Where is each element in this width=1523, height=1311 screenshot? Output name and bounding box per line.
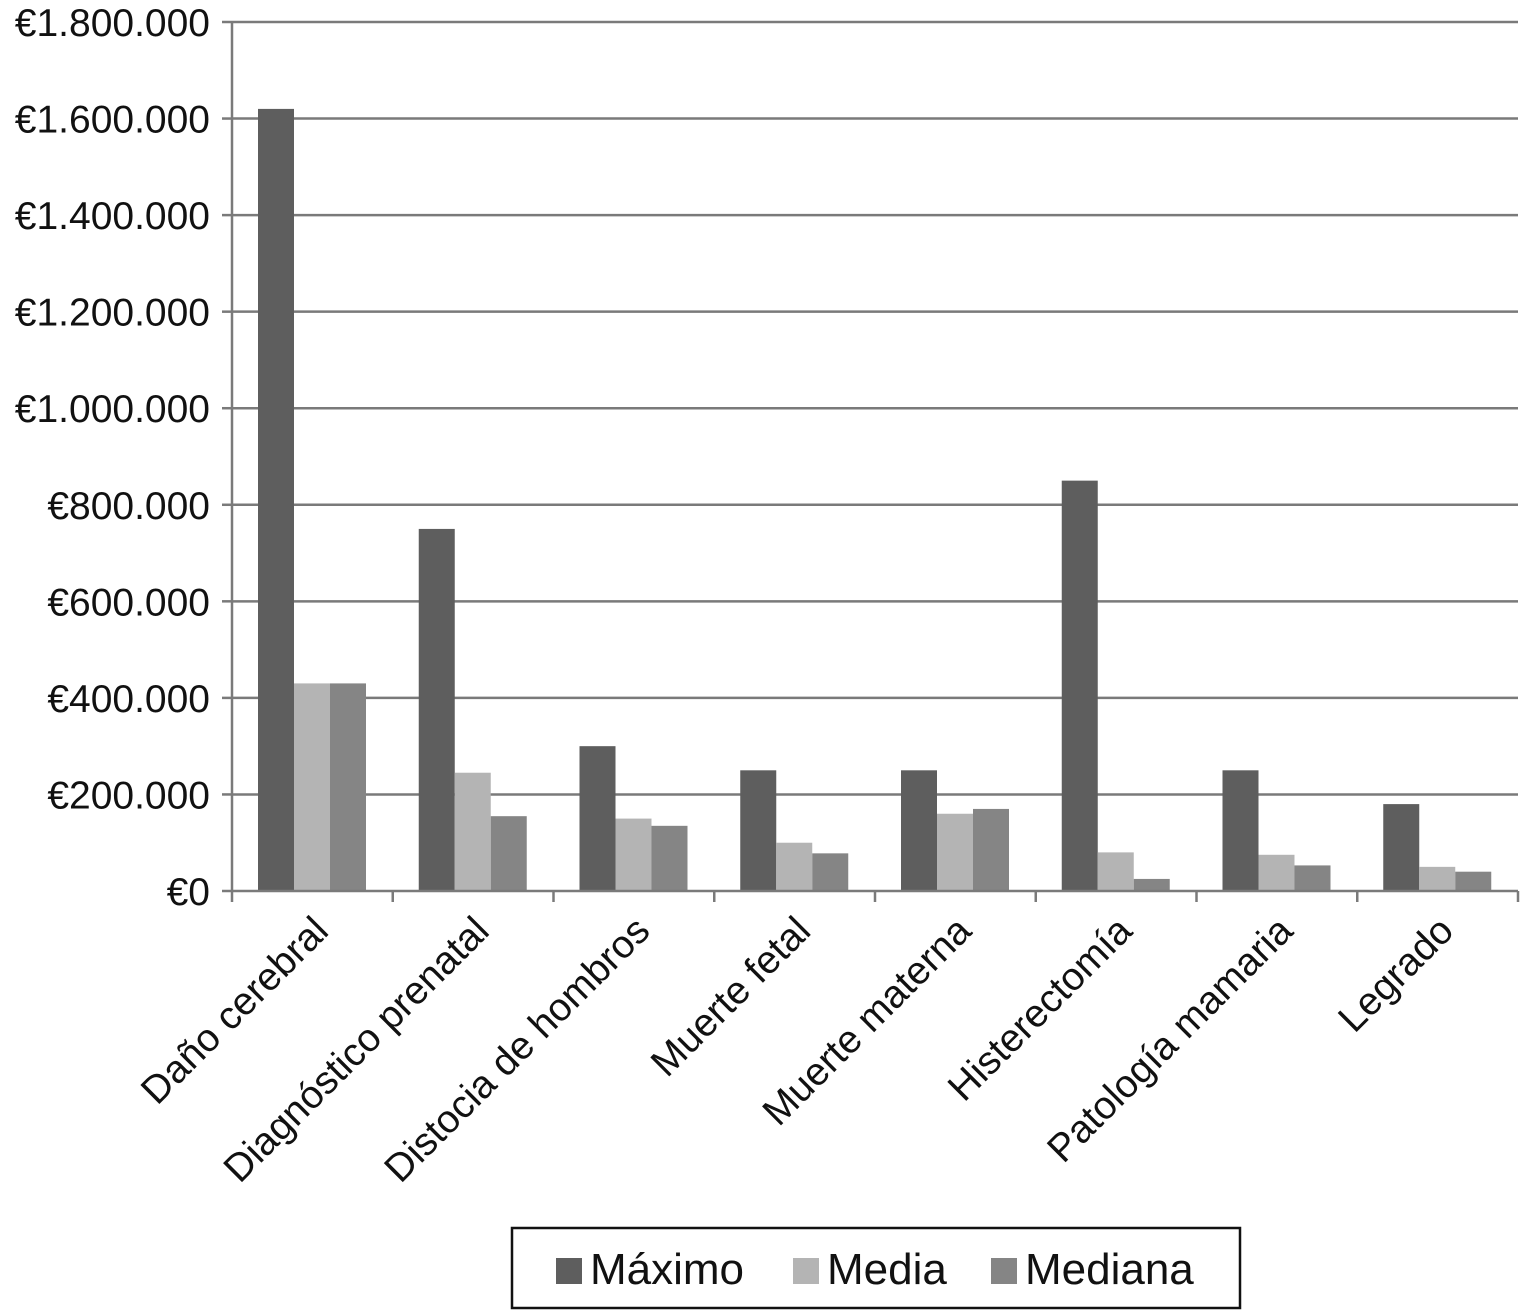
bar-máximo-0 — [258, 108, 294, 891]
legend-swatch-máximo — [556, 1258, 582, 1284]
bar-máximo-4 — [901, 770, 937, 891]
y-tick-label: €200.000 — [47, 774, 210, 817]
bar-máximo-1 — [418, 528, 455, 891]
bar-media-5 — [1097, 852, 1134, 891]
y-tick-label: €600.000 — [47, 581, 210, 624]
bar-mediana-6 — [1294, 865, 1331, 891]
legend-swatch-mediana — [991, 1258, 1017, 1284]
bar-mediana-3 — [812, 853, 849, 891]
legend-box — [510, 1226, 1242, 1310]
bar-mediana-4 — [973, 808, 1009, 891]
y-tick-labels: €0 €200.000 €400.000 €600.000 €800.000 €1.000… — [15, 2, 210, 914]
bar-mediana-7 — [1455, 871, 1492, 891]
x-tick-label: Diagnóstico prenatal — [216, 909, 498, 1191]
x-tick-label: Legrado — [1330, 909, 1462, 1041]
y-tick-label: €1.000.000 — [15, 388, 210, 431]
bar-media-1 — [454, 772, 491, 891]
axes — [222, 20, 1520, 902]
bar-media-6 — [1258, 854, 1295, 891]
y-tick-label: €1.800.000 — [15, 2, 210, 45]
bar-máximo-5 — [1061, 480, 1098, 891]
bar-máximo-6 — [1222, 770, 1259, 891]
bar-media-2 — [615, 818, 652, 891]
legend-swatch-media — [793, 1258, 819, 1284]
legend-label-media: Media — [827, 1245, 947, 1294]
bar-mediana-2 — [651, 825, 688, 891]
y-tick-label: €800.000 — [47, 485, 210, 528]
y-tick-label: €400.000 — [47, 678, 210, 721]
legend-label-máximo: Máximo — [590, 1245, 744, 1294]
legend: Máximo Media Mediana — [510, 1226, 1242, 1310]
bar-mediana-0 — [330, 683, 366, 891]
bar-máximo-7 — [1383, 804, 1420, 891]
bar-mediana-1 — [490, 816, 527, 891]
bars — [258, 108, 1492, 891]
x-tick-label: Distocia de hombros — [376, 909, 658, 1191]
legend-label-mediana: Mediana — [1025, 1245, 1194, 1294]
bar-máximo-3 — [740, 770, 777, 891]
bar-máximo-2 — [579, 746, 616, 891]
bar-media-0 — [294, 683, 330, 891]
bar-media-3 — [776, 842, 813, 891]
y-tick-label: €1.600.000 — [15, 99, 210, 142]
y-tick-label: €1.400.000 — [15, 195, 210, 238]
x-tick-label: Muerte fetal — [643, 909, 819, 1085]
y-tick-label: €1.200.000 — [15, 292, 210, 335]
y-tick-label: €0 — [167, 871, 210, 914]
bar-media-4 — [937, 813, 973, 891]
bar-media-7 — [1419, 866, 1456, 891]
bar-mediana-5 — [1133, 878, 1170, 891]
